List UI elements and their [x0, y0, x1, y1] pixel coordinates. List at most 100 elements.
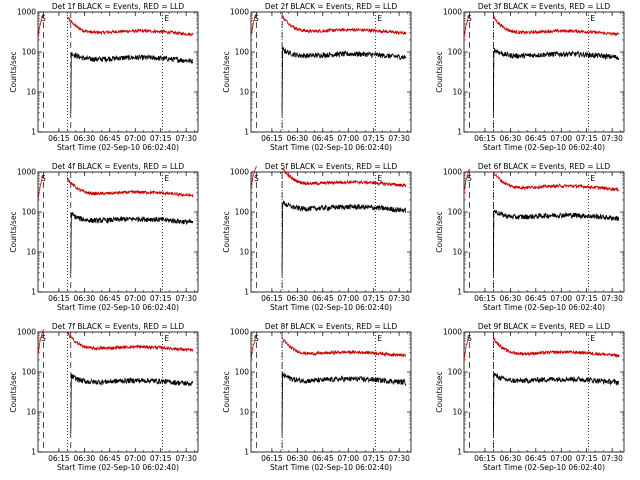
events-series — [493, 47, 620, 113]
y-axis-label: Counts/sec — [9, 371, 18, 412]
x-tick-label: 06:15 — [261, 294, 283, 303]
x-tick-label: 07:30 — [388, 134, 410, 143]
y-axis-label: Counts/sec — [222, 51, 231, 92]
x-tick-label: 07:30 — [388, 294, 410, 303]
x-tick-label: 06:15 — [48, 134, 70, 143]
y-tick-label: 1 — [244, 448, 249, 457]
x-tick-label: 06:30 — [74, 454, 96, 463]
marker-e: E — [164, 174, 169, 183]
x-tick-label: 06:30 — [74, 134, 96, 143]
x-axis-label: Start Time (02-Sep-10 06:02:40) — [483, 143, 605, 152]
y-tick-label: 10 — [452, 248, 462, 257]
y-tick-label: 1000 — [17, 168, 36, 177]
y-tick-label: 1 — [244, 288, 249, 297]
y-tick-label: 1000 — [230, 8, 249, 17]
plot-frame — [37, 11, 199, 133]
y-tick-label: 1 — [244, 128, 249, 137]
x-tick-label: 06:15 — [48, 454, 70, 463]
y-tick-label: 1000 — [17, 328, 36, 337]
x-tick-label: 07:00 — [550, 294, 572, 303]
x-tick-label: 07:30 — [601, 454, 623, 463]
events-series — [281, 46, 407, 113]
chart-panel-8: Det 8f BLACK = Events, RED = LLD 1 10 100 10… — [222, 322, 412, 472]
y-tick-label: 1 — [457, 128, 462, 137]
x-tick-label: 07:30 — [601, 294, 623, 303]
y-tick-label: 1000 — [443, 328, 462, 337]
lld-series — [67, 176, 194, 198]
chart-title: Det 3f BLACK = Events, RED = LLD — [478, 2, 611, 11]
lld-series-early — [250, 165, 257, 190]
marker-s: S — [41, 334, 46, 343]
y-tick-label: 100 — [448, 208, 463, 217]
lld-series — [281, 337, 406, 358]
plot-frame — [37, 171, 199, 293]
x-tick-label: 06:45 — [525, 454, 547, 463]
chart-title: Det 9f BLACK = Events, RED = LLD — [478, 322, 611, 331]
x-tick-label: 07:00 — [124, 454, 146, 463]
x-tick-label: 06:30 — [500, 134, 522, 143]
y-tick-label: 1000 — [230, 168, 249, 177]
marker-s: S — [254, 174, 259, 183]
y-tick-label: 1 — [457, 448, 462, 457]
marker-e: E — [377, 14, 382, 23]
x-tick-label: 06:15 — [474, 294, 496, 303]
y-tick-label: 100 — [22, 368, 37, 377]
y-tick-label: 1 — [31, 448, 36, 457]
y-tick-label: 100 — [235, 48, 250, 57]
x-tick-label: 07:00 — [337, 294, 359, 303]
y-tick-label: 10 — [26, 88, 36, 97]
y-axis-label: Counts/sec — [9, 51, 18, 92]
x-tick-label: 06:45 — [99, 454, 121, 463]
x-axis-label: Start Time (02-Sep-10 06:02:40) — [57, 303, 179, 312]
chart-panel-2: Det 2f BLACK = Events, RED = LLD 1 10 100 10… — [222, 2, 412, 152]
y-tick-label: 100 — [448, 48, 463, 57]
marker-s: S — [467, 174, 472, 183]
y-tick-label: 1 — [31, 288, 36, 297]
x-tick-label: 06:45 — [312, 294, 334, 303]
plot-frame — [250, 11, 412, 133]
y-tick-label: 1000 — [17, 8, 36, 17]
y-tick-label: 100 — [235, 368, 250, 377]
events-series — [493, 209, 620, 273]
x-tick-label: 06:45 — [525, 134, 547, 143]
x-tick-label: 06:30 — [287, 294, 309, 303]
x-tick-label: 06:15 — [474, 454, 496, 463]
x-tick-label: 06:15 — [261, 454, 283, 463]
x-tick-label: 07:30 — [175, 134, 197, 143]
x-tick-label: 07:00 — [550, 134, 572, 143]
x-axis-label: Start Time (02-Sep-10 06:02:40) — [57, 143, 179, 152]
marker-s: S — [467, 334, 472, 343]
events-series — [281, 200, 407, 273]
chart-panel-3: Det 3f BLACK = Events, RED = LLD 1 10 100 10… — [435, 2, 625, 152]
x-tick-label: 06:30 — [500, 454, 522, 463]
y-tick-label: 10 — [239, 408, 249, 417]
x-tick-label: 06:45 — [99, 294, 121, 303]
plot-frame — [463, 11, 625, 133]
x-tick-label: 06:15 — [48, 294, 70, 303]
y-axis-label: Counts/sec — [435, 51, 444, 92]
chart-title: Det 2f BLACK = Events, RED = LLD — [265, 2, 398, 11]
x-tick-label: 06:30 — [500, 294, 522, 303]
lld-series-early — [37, 174, 44, 200]
plot-frame — [463, 331, 625, 453]
y-tick-label: 1 — [457, 288, 462, 297]
x-tick-label: 07:00 — [337, 454, 359, 463]
x-tick-label: 07:30 — [388, 454, 410, 463]
marker-e: E — [377, 334, 382, 343]
y-axis-label: Counts/sec — [222, 371, 231, 412]
y-axis-label: Counts/sec — [435, 371, 444, 412]
marker-e: E — [590, 334, 595, 343]
x-tick-label: 06:45 — [312, 134, 334, 143]
plot-frame — [37, 331, 199, 453]
x-tick-label: 07:30 — [175, 294, 197, 303]
x-tick-label: 07:15 — [363, 134, 385, 143]
marker-s: S — [41, 14, 46, 23]
y-tick-label: 1000 — [443, 8, 462, 17]
events-series — [281, 372, 407, 433]
lld-series — [493, 15, 620, 37]
x-tick-label: 07:15 — [150, 134, 172, 143]
x-tick-label: 07:15 — [576, 294, 598, 303]
lld-series — [67, 331, 194, 353]
chart-title: Det 4f BLACK = Events, RED = LLD — [52, 162, 185, 171]
plot-frame — [463, 171, 625, 293]
